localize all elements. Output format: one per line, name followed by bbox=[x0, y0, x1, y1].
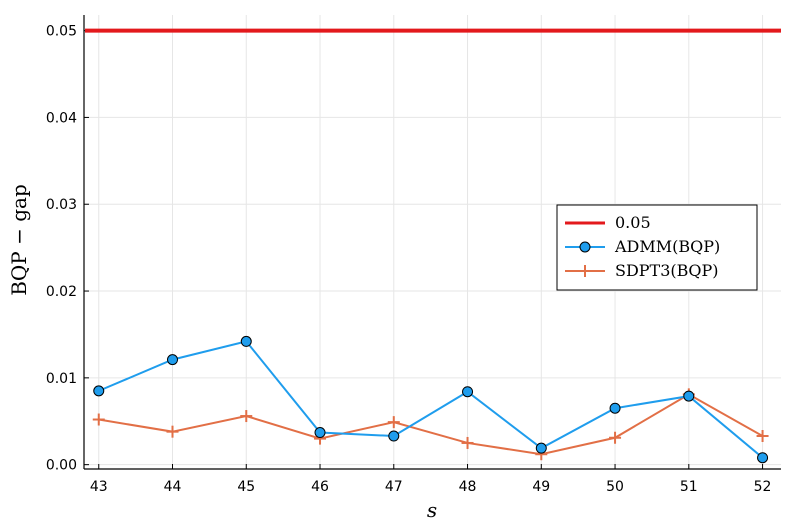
x-tick-label: 44 bbox=[164, 479, 182, 495]
data-point bbox=[93, 385, 105, 397]
data-point bbox=[683, 390, 695, 402]
y-tick-label: 0.01 bbox=[46, 371, 77, 387]
data-point bbox=[314, 427, 326, 439]
x-tick-label: 50 bbox=[606, 479, 624, 495]
series-sdpt3-bqp- bbox=[92, 388, 769, 461]
x-axis-label: s bbox=[427, 498, 437, 522]
data-point bbox=[92, 413, 105, 426]
y-tick-label: 0.05 bbox=[46, 24, 77, 40]
legend: 0.05 ADMM(BQP) SDPT3(BQP) bbox=[556, 204, 758, 291]
series-layer bbox=[85, 28, 781, 464]
data-point bbox=[166, 425, 179, 438]
x-tick-label: 49 bbox=[532, 479, 550, 495]
tick-labels: 43 44 45 46 47 48 49 50 51 52 0.00 0.01 0.02 0.03 0.04… bbox=[46, 24, 772, 495]
data-point bbox=[609, 402, 621, 414]
data-point bbox=[535, 442, 547, 454]
y-tick-label: 0.02 bbox=[46, 284, 77, 300]
x-tick-label: 43 bbox=[90, 479, 108, 495]
data-point bbox=[240, 410, 253, 423]
series-line bbox=[98, 393, 764, 456]
x-tick-label: 45 bbox=[237, 479, 255, 495]
data-point bbox=[167, 354, 179, 366]
x-tick-label: 46 bbox=[311, 479, 329, 495]
axes bbox=[83, 15, 781, 470]
data-point bbox=[461, 436, 474, 449]
data-point bbox=[757, 452, 769, 464]
y-axis-label: BQP − gap bbox=[7, 184, 31, 296]
x-tick-label: 47 bbox=[385, 479, 403, 495]
y-tick-label: 0.00 bbox=[46, 458, 77, 474]
x-tick-label: 52 bbox=[754, 479, 772, 495]
data-point bbox=[388, 430, 400, 442]
data-point bbox=[462, 386, 474, 398]
y-tick-label: 0.04 bbox=[46, 110, 77, 126]
y-tick-label: 0.03 bbox=[46, 197, 77, 213]
grid bbox=[84, 15, 781, 469]
legend-label: ADMM(BQP) bbox=[614, 237, 720, 256]
legend-label: 0.05 bbox=[615, 213, 651, 232]
data-point bbox=[387, 416, 400, 429]
legend-label: SDPT3(BQP) bbox=[615, 261, 719, 280]
data-point bbox=[756, 430, 769, 443]
x-tick-label: 51 bbox=[680, 479, 698, 495]
data-point bbox=[609, 431, 622, 444]
x-tick-label: 48 bbox=[459, 479, 477, 495]
series-line bbox=[98, 340, 764, 459]
series-admm-bqp- bbox=[93, 335, 769, 464]
legend-marker bbox=[579, 241, 591, 253]
data-point bbox=[240, 335, 252, 347]
data-point bbox=[579, 265, 591, 277]
